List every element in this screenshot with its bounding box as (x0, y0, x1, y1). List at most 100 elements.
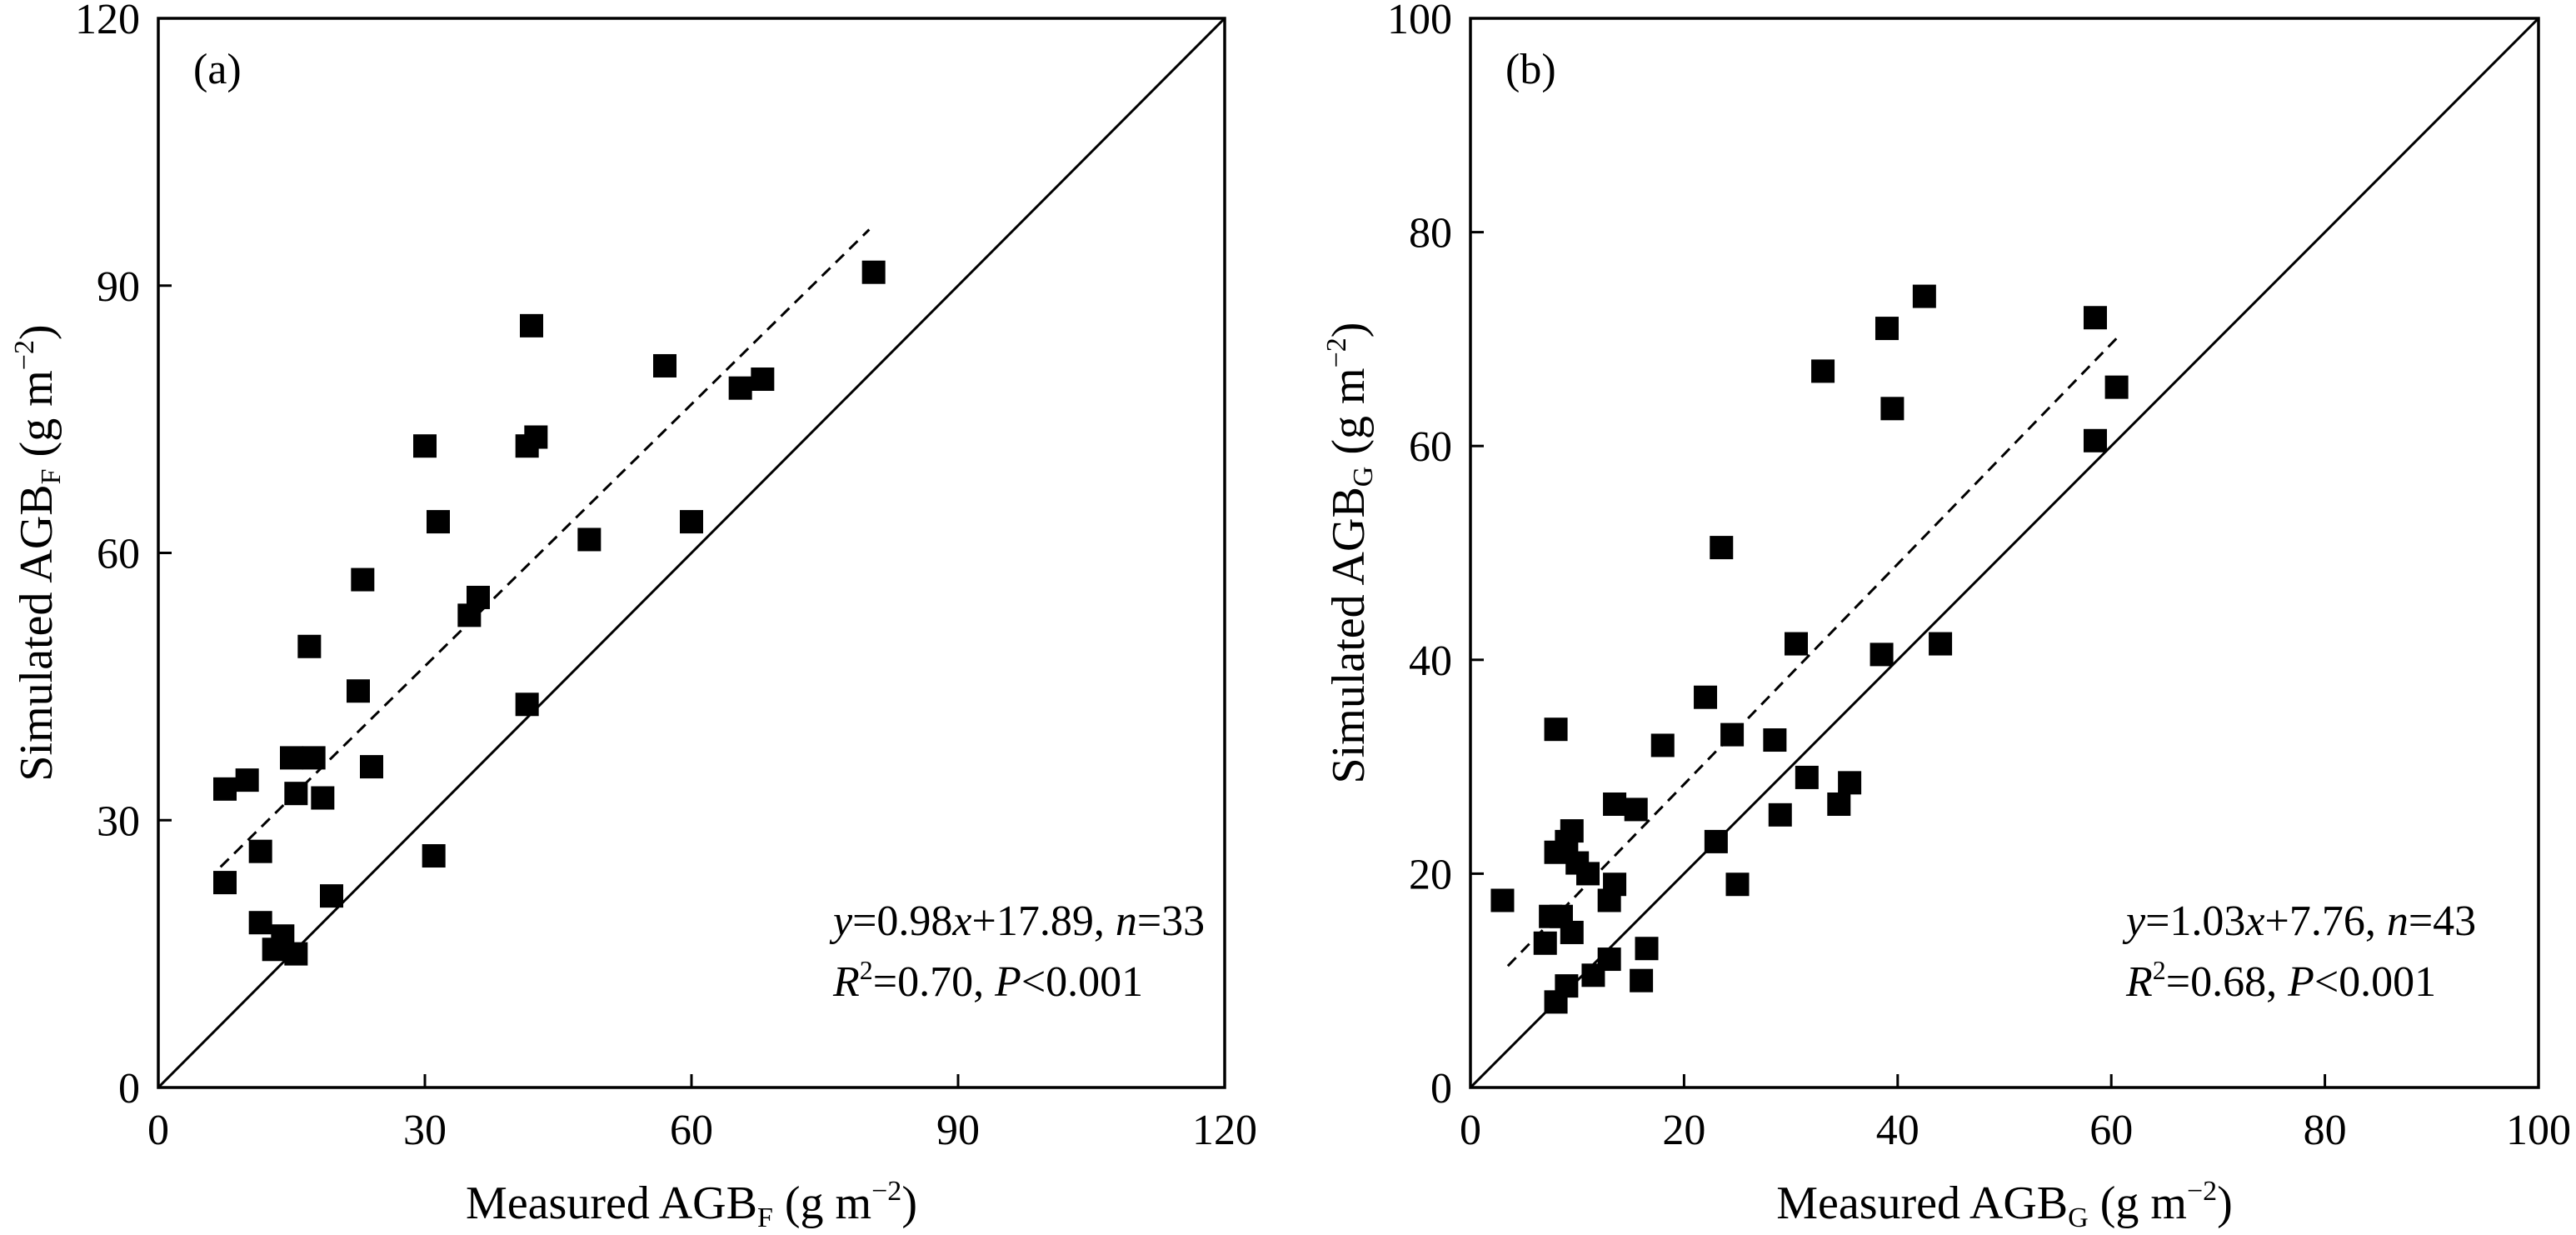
data-point (311, 786, 335, 810)
data-point (347, 679, 370, 703)
data-point (360, 755, 383, 779)
data-point (284, 782, 308, 806)
data-point (467, 585, 490, 609)
data-point (1630, 968, 1654, 992)
data-point (248, 839, 272, 863)
x-tick-label: 0 (1460, 1107, 1481, 1154)
data-point (297, 634, 322, 658)
data-point (2083, 428, 2107, 452)
regression-stats: R2=0.68, P<0.001 (2125, 955, 2436, 1006)
x-tick-label: 80 (2304, 1107, 2347, 1154)
data-point (1870, 642, 1894, 667)
regression-equation: y=0.98x+17.89, n=33 (829, 898, 1205, 945)
fit-line (219, 228, 871, 868)
data-point (728, 376, 752, 400)
x-tick-label: 20 (1662, 1107, 1705, 1154)
x-tick-label: 0 (147, 1107, 169, 1154)
data-point (1490, 888, 1515, 912)
data-point (413, 434, 437, 458)
fit-line (1506, 337, 2118, 968)
data-point (1785, 632, 1809, 656)
x-axis-label: Measured AGBF (g m−2) (466, 1176, 917, 1233)
data-point (861, 260, 886, 284)
data-point (213, 871, 237, 895)
data-point (1560, 920, 1584, 944)
x-tick-label: 40 (1876, 1107, 1920, 1154)
y-tick-label: 60 (97, 531, 140, 578)
data-point (248, 911, 272, 935)
x-tick-label: 90 (936, 1107, 980, 1154)
one-to-one-line (1470, 18, 2539, 1088)
panel-label: (a) (193, 46, 242, 93)
data-point (1725, 872, 1750, 897)
data-point (577, 528, 602, 552)
data-point (1555, 974, 1579, 998)
y-axis-label: Simulated AGBG (g m−2) (1321, 322, 1379, 784)
data-point (1875, 317, 1899, 341)
x-axis-label: Measured AGBG (g m−2) (1776, 1176, 2233, 1233)
x-tick-label: 30 (403, 1107, 447, 1154)
panel-b: 0 20 40 60 80 100 0 20 40 60 80 100 (b) y=1.03x+7.76,… (1321, 0, 2571, 1233)
data-point (1929, 632, 1953, 656)
data-point (1533, 931, 1557, 955)
data-point (1827, 792, 1851, 817)
data-point (235, 768, 259, 792)
data-point (302, 746, 326, 770)
data-point (751, 368, 775, 392)
data-point (1650, 733, 1675, 758)
one-to-one-line (158, 18, 1225, 1088)
y-tick-label: 0 (1430, 1065, 1452, 1112)
data-point (284, 942, 308, 966)
data-point (1838, 771, 1862, 795)
data-point (1912, 284, 1936, 308)
data-point (427, 510, 450, 534)
data-point (1560, 819, 1584, 843)
data-point (515, 692, 539, 717)
x-tick-label: 120 (1192, 1107, 1257, 1154)
data-point (653, 353, 676, 378)
x-tick-label: 60 (670, 1107, 713, 1154)
data-point (1597, 948, 1621, 972)
y-tick-label: 40 (1409, 638, 1452, 685)
data-point (1694, 685, 1718, 709)
plot-frame (1469, 17, 2540, 1089)
panel-a: 0 30 60 90 120 0 30 60 90 120 (a) y=0.98x+17.89, n=… (9, 0, 1257, 1233)
x-tick-label: 100 (2506, 1107, 2571, 1154)
data-point (280, 746, 303, 770)
y-axis-label: Simulated AGBF (g m−2) (9, 324, 67, 781)
y-tick-label: 0 (118, 1065, 140, 1112)
y-tick-label: 20 (1409, 851, 1452, 898)
data-point (520, 313, 543, 338)
data-point (320, 884, 343, 908)
data-point (1704, 829, 1728, 853)
data-point (213, 777, 237, 801)
x-tick-label: 60 (2089, 1107, 2133, 1154)
data-point (2104, 375, 2129, 399)
data-point (422, 844, 446, 868)
data-point (1635, 937, 1659, 961)
data-point (680, 510, 703, 534)
data-point (2083, 306, 2107, 330)
data-point (1795, 765, 1819, 789)
y-tick-label: 90 (97, 263, 140, 311)
y-tick-label: 100 (1387, 0, 1452, 43)
data-point (1720, 722, 1745, 747)
y-tick-label: 120 (75, 0, 140, 43)
data-point (1763, 728, 1787, 752)
data-point (351, 568, 375, 592)
regression-stats: R2=0.70, P<0.001 (832, 955, 1143, 1006)
data-point (1603, 872, 1627, 897)
regression-equation: y=1.03x+7.76, n=43 (2122, 898, 2476, 945)
data-point (1603, 792, 1627, 817)
data-point (1880, 397, 1905, 421)
data-point (1576, 862, 1600, 886)
y-tick-label: 80 (1409, 210, 1452, 258)
data-point (524, 425, 548, 449)
data-point (1710, 536, 1734, 560)
y-tick-label: 30 (97, 798, 140, 845)
data-point (1544, 718, 1568, 742)
panel-label: (b) (1505, 46, 1556, 93)
data-point (1624, 798, 1648, 822)
data-point (1811, 359, 1835, 383)
